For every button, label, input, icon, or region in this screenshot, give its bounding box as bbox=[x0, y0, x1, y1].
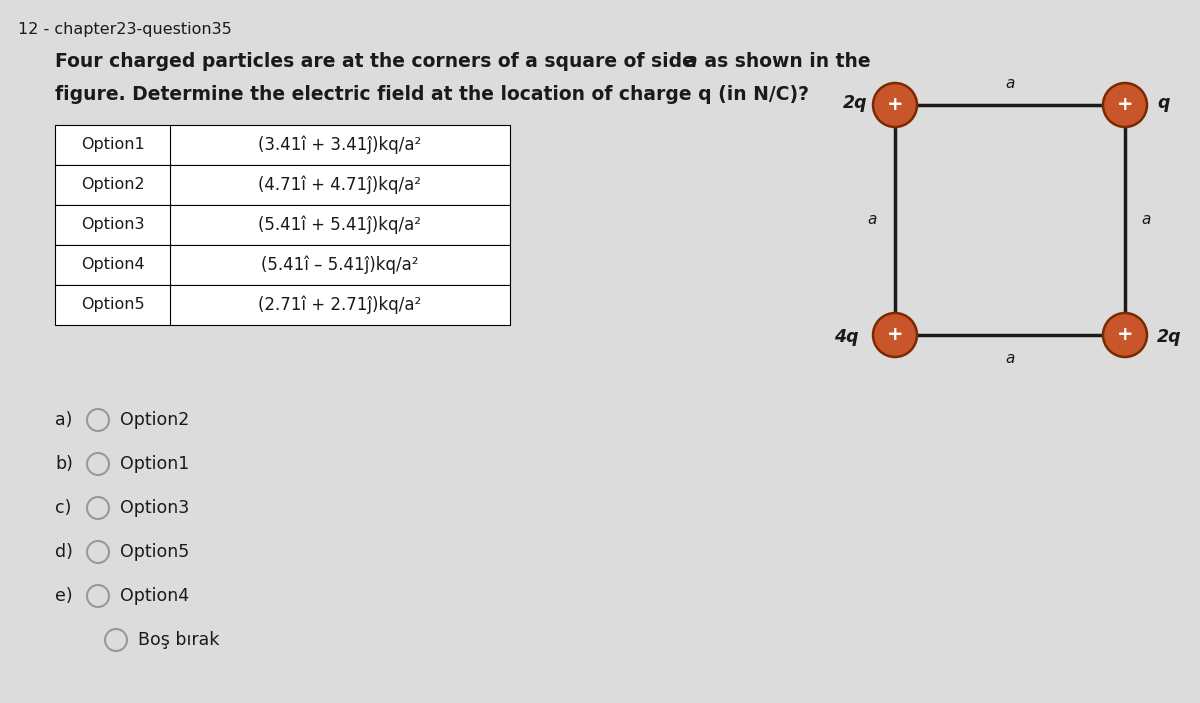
Bar bbox=[55, 285, 510, 325]
Text: +: + bbox=[1117, 325, 1133, 344]
Text: (3.41î + 3.41ĵ)kq/a²: (3.41î + 3.41ĵ)kq/a² bbox=[258, 136, 421, 154]
Text: Boş bırak: Boş bırak bbox=[138, 631, 220, 649]
Text: b): b) bbox=[55, 455, 73, 473]
Text: Option1: Option1 bbox=[120, 455, 190, 473]
Text: Option5: Option5 bbox=[120, 543, 190, 561]
Text: (5.41î – 5.41ĵ)kq/a²: (5.41î – 5.41ĵ)kq/a² bbox=[262, 256, 419, 274]
Text: q: q bbox=[1157, 94, 1170, 112]
Text: Option3: Option3 bbox=[80, 217, 144, 233]
Bar bbox=[55, 165, 510, 205]
Text: Option1: Option1 bbox=[80, 138, 144, 153]
Text: Four charged particles are at the corners of a square of side: Four charged particles are at the corner… bbox=[55, 52, 701, 71]
Circle shape bbox=[874, 313, 917, 357]
Text: Option4: Option4 bbox=[120, 587, 190, 605]
Text: figure. Determine the electric field at the location of charge q (in N/C)?: figure. Determine the electric field at … bbox=[55, 85, 809, 104]
Text: a: a bbox=[1006, 351, 1015, 366]
Text: a: a bbox=[685, 52, 697, 71]
Bar bbox=[55, 205, 510, 245]
Text: Option5: Option5 bbox=[80, 297, 144, 313]
Text: (5.41î + 5.41ĵ)kq/a²: (5.41î + 5.41ĵ)kq/a² bbox=[258, 216, 421, 234]
Bar bbox=[55, 245, 510, 285]
Text: c): c) bbox=[55, 499, 71, 517]
Text: as shown in the: as shown in the bbox=[698, 52, 871, 71]
Text: Option2: Option2 bbox=[120, 411, 190, 429]
Text: Option3: Option3 bbox=[120, 499, 190, 517]
Text: e): e) bbox=[55, 587, 73, 605]
Text: Option2: Option2 bbox=[80, 177, 144, 193]
Bar bbox=[55, 125, 510, 165]
Text: a: a bbox=[1006, 76, 1015, 91]
Text: +: + bbox=[1117, 96, 1133, 115]
Text: Option4: Option4 bbox=[80, 257, 144, 273]
Circle shape bbox=[1103, 83, 1147, 127]
Text: 2q: 2q bbox=[1157, 328, 1182, 346]
Text: 2q: 2q bbox=[842, 94, 866, 112]
Text: 4q: 4q bbox=[834, 328, 859, 346]
Circle shape bbox=[1103, 313, 1147, 357]
Text: (2.71î + 2.71ĵ)kq/a²: (2.71î + 2.71ĵ)kq/a² bbox=[258, 296, 421, 314]
Text: 12 - chapter23-question35: 12 - chapter23-question35 bbox=[18, 22, 232, 37]
Text: (4.71î + 4.71ĵ)kq/a²: (4.71î + 4.71ĵ)kq/a² bbox=[258, 176, 421, 194]
Circle shape bbox=[874, 83, 917, 127]
Text: a): a) bbox=[55, 411, 72, 429]
Text: +: + bbox=[887, 96, 904, 115]
Text: d): d) bbox=[55, 543, 73, 561]
Text: a: a bbox=[868, 212, 877, 228]
Text: +: + bbox=[887, 325, 904, 344]
Text: a: a bbox=[1141, 212, 1151, 228]
